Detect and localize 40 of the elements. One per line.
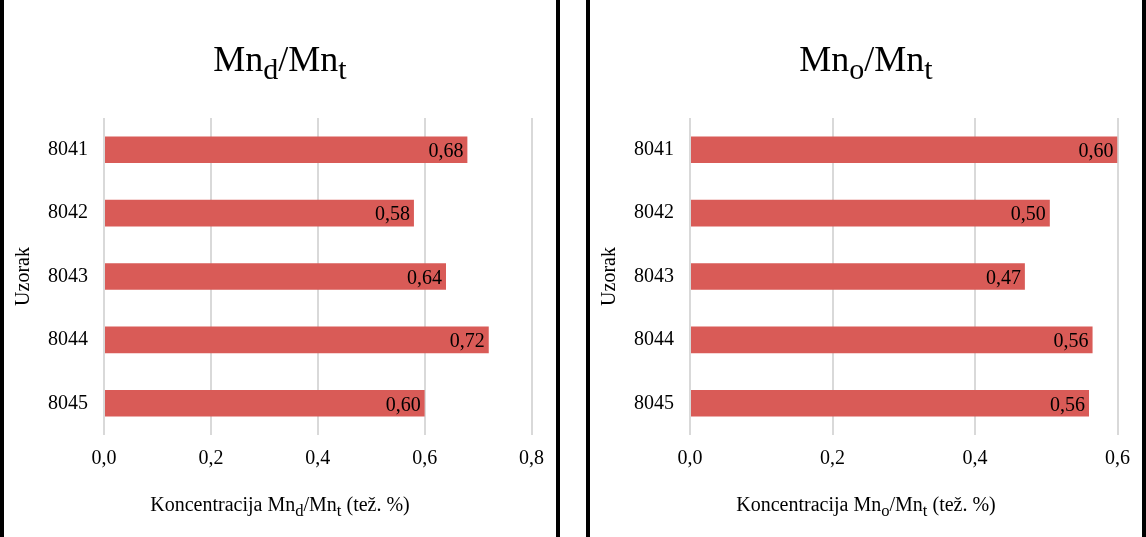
x-tick-label: 0,4 bbox=[962, 446, 988, 469]
x-tick-label: 0,2 bbox=[198, 446, 224, 469]
y-tick-label: 8044 bbox=[634, 327, 674, 350]
x-axis-title: Koncentracija Mn$_{d}$/Mn$_{t}$ (tež. %) bbox=[149, 493, 411, 521]
data-label: 0,72 bbox=[449, 329, 485, 352]
x-tick-label: 0,4 bbox=[305, 446, 331, 469]
y-tick-label: 8045 bbox=[634, 390, 674, 413]
x-tick-label: 0,0 bbox=[677, 446, 703, 469]
bar bbox=[105, 263, 446, 290]
y-tick-label: 8043 bbox=[48, 263, 88, 286]
x-tick-label: 0,2 bbox=[820, 446, 845, 469]
y-tick-label: 8045 bbox=[48, 390, 88, 413]
data-label: 0,68 bbox=[428, 138, 464, 161]
y-axis-title: Uzorak bbox=[11, 247, 34, 306]
x-axis-title: Koncentracija Mn$_{o}$/Mn$_{t}$ (tež. %) bbox=[735, 493, 997, 521]
x-tick-label: 0,6 bbox=[1105, 446, 1130, 469]
bar bbox=[105, 326, 489, 354]
y-tick-label: 8041 bbox=[48, 136, 88, 159]
chart-title: Mn$_{o}$/Mn$_{t}$ bbox=[798, 38, 934, 88]
data-label: 0,50 bbox=[1010, 202, 1046, 225]
y-tick-label: 8043 bbox=[634, 263, 674, 286]
data-label: 0,56 bbox=[1050, 392, 1085, 415]
data-label: 0,64 bbox=[407, 265, 442, 288]
bar bbox=[105, 199, 414, 227]
y-tick-label: 8041 bbox=[634, 136, 674, 159]
x-tick-label: 0,0 bbox=[91, 446, 117, 469]
y-tick-label: 8044 bbox=[48, 327, 88, 350]
y-tick-label: 8042 bbox=[634, 200, 674, 223]
bar bbox=[105, 389, 425, 417]
data-label: 0,56 bbox=[1053, 329, 1089, 352]
data-label: 0,58 bbox=[374, 202, 410, 225]
y-tick-label: 8042 bbox=[48, 200, 88, 223]
bar bbox=[105, 136, 468, 164]
data-label: 0,60 bbox=[1078, 138, 1114, 161]
y-axis-title: Uzorak bbox=[597, 247, 620, 306]
data-label: 0,60 bbox=[385, 392, 421, 415]
chart-title: Mn$_{d}$/Mn$_{t}$ bbox=[212, 38, 348, 88]
x-tick-label: 0,8 bbox=[519, 446, 544, 469]
data-label: 0,47 bbox=[985, 265, 1021, 288]
x-tick-label: 0,6 bbox=[412, 446, 438, 469]
